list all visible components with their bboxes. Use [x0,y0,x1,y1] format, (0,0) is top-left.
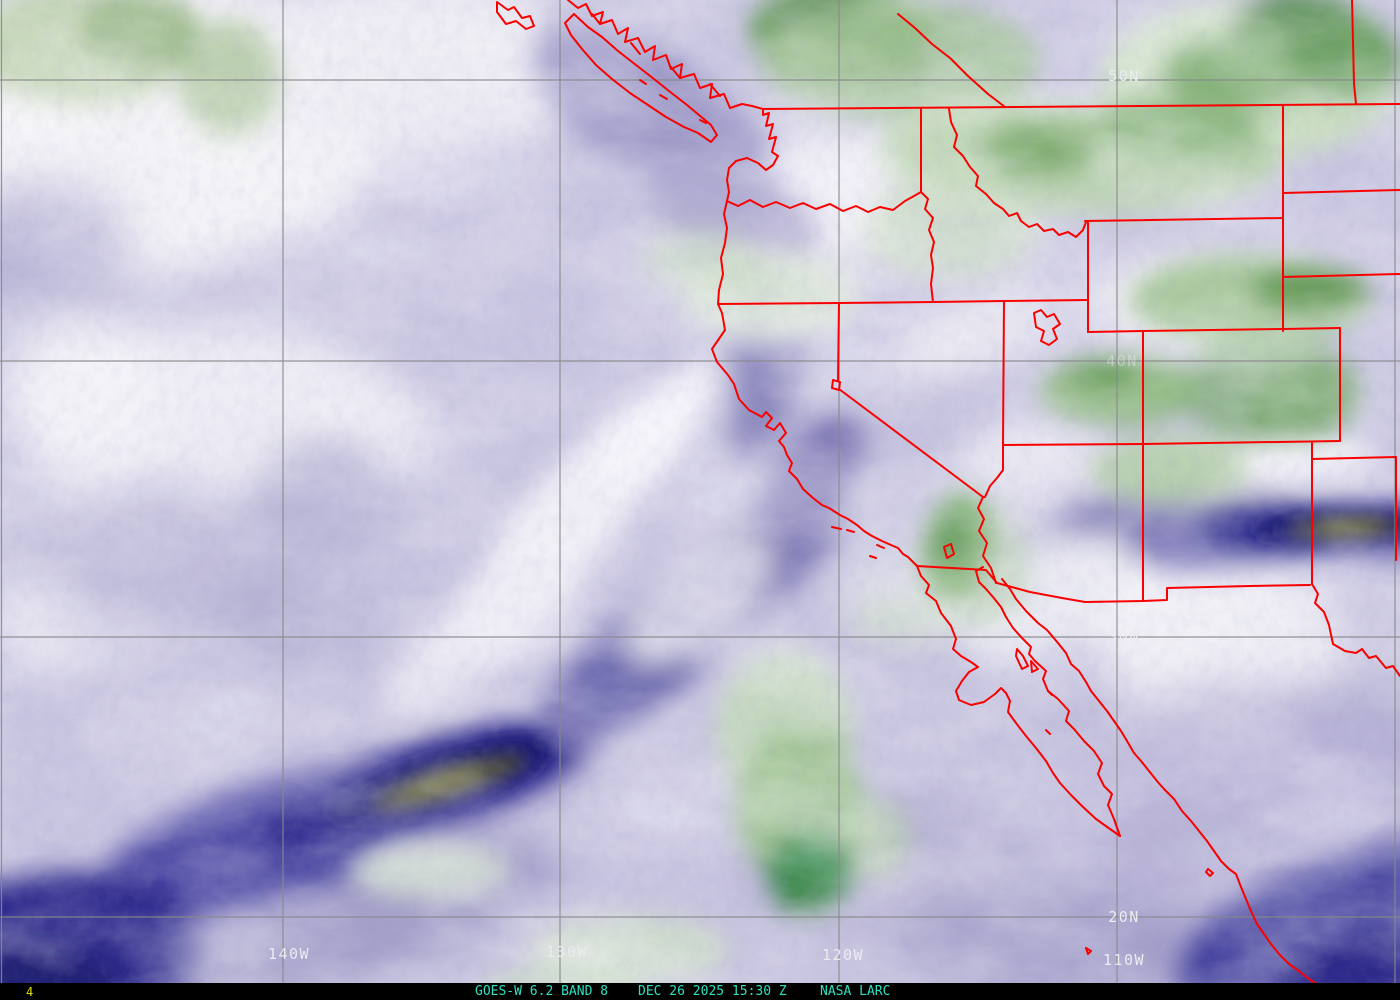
bc-alberta-border [897,13,1006,108]
grid-labels: 50N 40N 30N 20N 140W 130W 120W 110W [268,67,1145,969]
salton-sea [943,543,955,559]
grid-label-20n: 20N [1108,908,1140,926]
nv-ut-border [1002,300,1005,446]
wa-or-border [726,191,922,213]
ca-nv-border [837,302,984,498]
or-id-border [920,191,935,303]
haida-gwaii-coast [496,1,535,30]
caption-bar: 4 GOES-W 6.2 BAND 8 DEC 26 2025 15:30 Z … [0,983,1400,1000]
caption-datetime: DEC 26 2025 15:30 Z [638,984,787,999]
caption-credit: NASA LARC [820,984,891,999]
great-salt-lake [1033,309,1061,346]
ca-mx-border [916,565,998,584]
lake-tahoe [831,379,841,391]
mexico-islands [1085,868,1214,955]
alberta-sask-border [1351,0,1357,105]
41n-borders [1087,327,1341,333]
id-mt-border [948,108,1087,238]
grid-label-130w: 130W [546,943,588,961]
gulf-of-california-islands [1015,648,1053,735]
state-and-coast-borders [496,0,1400,1000]
grid-label-140w: 140W [268,945,310,963]
bc-inlets [591,13,721,97]
baja-east-coast [975,566,1121,837]
gulf-islands [639,79,707,124]
pacific-coast [711,200,918,567]
grid-label-30n: 30N [1108,628,1140,646]
sd-ne-border [1282,273,1400,278]
us-canada-border [762,103,1400,110]
42n-borders [717,299,1089,305]
ok-tx-border [1311,456,1397,561]
caption-instrument: GOES-W 6.2 BAND 8 [475,984,609,999]
nv-az-border-colorado-river [977,444,1004,584]
puget-sound-coast [726,108,779,202]
grid-label-120w: 120W [822,946,864,964]
grid-label-40n: 40N [1106,352,1138,370]
sonora-sinaloa-coast [1001,578,1347,1000]
grid-label-50n: 50N [1108,67,1140,85]
rio-grande [1311,583,1400,677]
nd-sd-border [1282,189,1400,194]
channel-islands [831,526,885,559]
frame-number: 4 [26,985,34,999]
mt-wy-border [1084,217,1284,222]
baja-west-coast [916,565,1121,837]
mx-border-az-nm [996,582,1311,603]
vancouver-island-coast [564,13,718,143]
grid-label-110w: 110W [1103,951,1145,969]
